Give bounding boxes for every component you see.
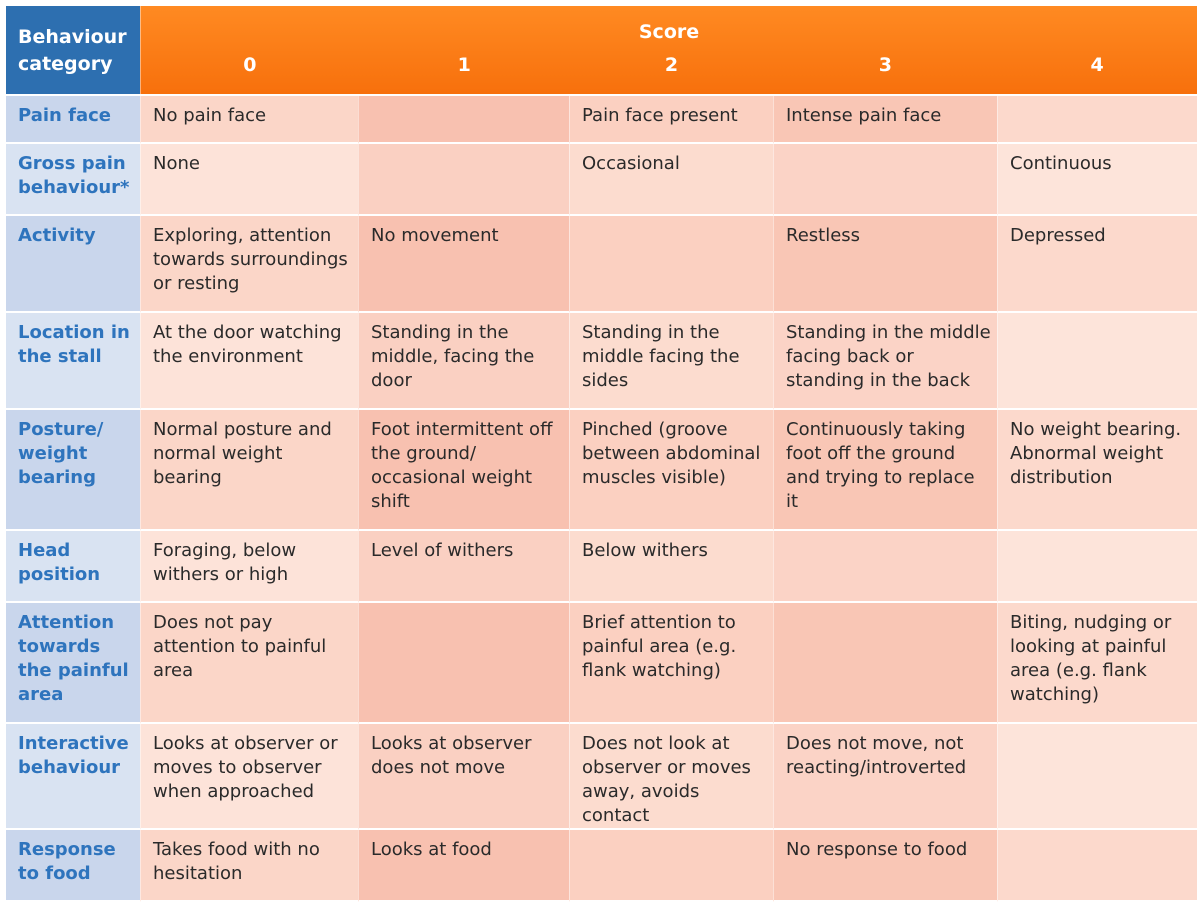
table-row-response-to-food: Response to food Takes food with no hesi…: [6, 830, 1198, 902]
score-cell: Restless: [773, 216, 997, 313]
score-cell: No weight bearing. Abnormal weight distr…: [997, 410, 1198, 531]
score-cell: [997, 830, 1198, 902]
score-cell: [773, 144, 997, 216]
score-1-label: 1: [457, 54, 471, 76]
table-row-posture-weight-bearing: Posture/ weight bearing Normal posture a…: [6, 410, 1198, 531]
score-cell: Foraging, below withers or high: [140, 531, 358, 603]
table-row-head-position: Head position Foraging, below withers or…: [6, 531, 1198, 603]
category-cell: Pain face: [6, 96, 140, 144]
pain-score-table: Behaviour category Score 0 1 2 3 4 Pain …: [6, 6, 1198, 902]
header-score-numbers: 0 1 2 3 4: [141, 50, 1197, 94]
score-2-label: 2: [664, 54, 679, 76]
score-cell: Occasional: [569, 144, 773, 216]
score-cell: Biting, nudging or looking at painful ar…: [997, 603, 1198, 724]
score-3-label: 3: [878, 54, 892, 76]
score-cell: No pain face: [140, 96, 358, 144]
table-row-pain-face: Pain face No pain face Pain face present…: [6, 96, 1198, 144]
score-cell: Looks at observer does not move: [358, 724, 569, 830]
score-cell: Standing in the middle facing the sides: [569, 313, 773, 410]
category-cell: Gross pain behaviour*: [6, 144, 140, 216]
score-cell: Standing in the middle facing back or st…: [773, 313, 997, 410]
score-cell: Looks at food: [358, 830, 569, 902]
table-row-activity: Activity Exploring, attention towards su…: [6, 216, 1198, 313]
score-cell: [569, 830, 773, 902]
score-cell: Intense pain face: [773, 96, 997, 144]
score-cell: None: [140, 144, 358, 216]
category-cell: Attention towards the painful area: [6, 603, 140, 724]
score-cell: [569, 216, 773, 313]
score-cell: [997, 724, 1198, 830]
score-cell: Foot intermittent off the ground/ occasi…: [358, 410, 569, 531]
score-cell: No response to food: [773, 830, 997, 902]
score-cell: Exploring, attention towards surrounding…: [140, 216, 358, 313]
score-cell: Continuously taking foot off the ground …: [773, 410, 997, 531]
score-cell: At the door watching the environment: [140, 313, 358, 410]
score-cell: [997, 96, 1198, 144]
table-header-row: Behaviour category Score 0 1 2 3 4: [6, 6, 1198, 96]
score-cell: Normal posture and normal weight bearing: [140, 410, 358, 531]
score-cell: Level of withers: [358, 531, 569, 603]
score-cell: [773, 531, 997, 603]
score-cell: Does not look at observer or moves away,…: [569, 724, 773, 830]
header-category-label: Behaviour category: [18, 26, 127, 75]
score-4-label: 4: [1090, 54, 1104, 76]
score-cell: Standing in the middle, facing the door: [358, 313, 569, 410]
score-cell: Pinched (groove between abdominal muscle…: [569, 410, 773, 531]
table-row-attention-painful-area: Attention towards the painful area Does …: [6, 603, 1198, 724]
score-cell: [997, 531, 1198, 603]
category-cell: Posture/ weight bearing: [6, 410, 140, 531]
table-row-location-in-stall: Location in the stall At the door watchi…: [6, 313, 1198, 410]
score-cell: Below withers: [569, 531, 773, 603]
score-cell: Brief attention to painful area (e.g. fl…: [569, 603, 773, 724]
score-cell: Does not move, not reacting/introverted: [773, 724, 997, 830]
score-cell: [358, 144, 569, 216]
category-cell: Activity: [6, 216, 140, 313]
category-cell: Head position: [6, 531, 140, 603]
score-0-label: 0: [243, 54, 257, 76]
score-cell: Continuous: [997, 144, 1198, 216]
score-cell: [997, 313, 1198, 410]
table-row-interactive-behaviour: Interactive behaviour Looks at observer …: [6, 724, 1198, 830]
header-score: Score 0 1 2 3 4: [140, 6, 1198, 96]
score-cell: Does not pay attention to painful area: [140, 603, 358, 724]
header-behaviour-category: Behaviour category: [6, 6, 140, 96]
score-cell: No movement: [358, 216, 569, 313]
score-cell: [358, 96, 569, 144]
category-cell: Response to food: [6, 830, 140, 902]
score-cell: [358, 603, 569, 724]
score-cell: Depressed: [997, 216, 1198, 313]
pain-score-table-container: Behaviour category Score 0 1 2 3 4 Pain …: [6, 6, 1198, 902]
score-cell: Looks at observer or moves to observer w…: [140, 724, 358, 830]
header-score-label: Score: [638, 21, 700, 43]
category-cell: Location in the stall: [6, 313, 140, 410]
category-cell: Interactive behaviour: [6, 724, 140, 830]
table-row-gross-pain-behaviour: Gross pain behaviour* None Occasional Co…: [6, 144, 1198, 216]
score-cell: [773, 603, 997, 724]
score-cell: Pain face present: [569, 96, 773, 144]
score-cell: Takes food with no hesitation: [140, 830, 358, 902]
